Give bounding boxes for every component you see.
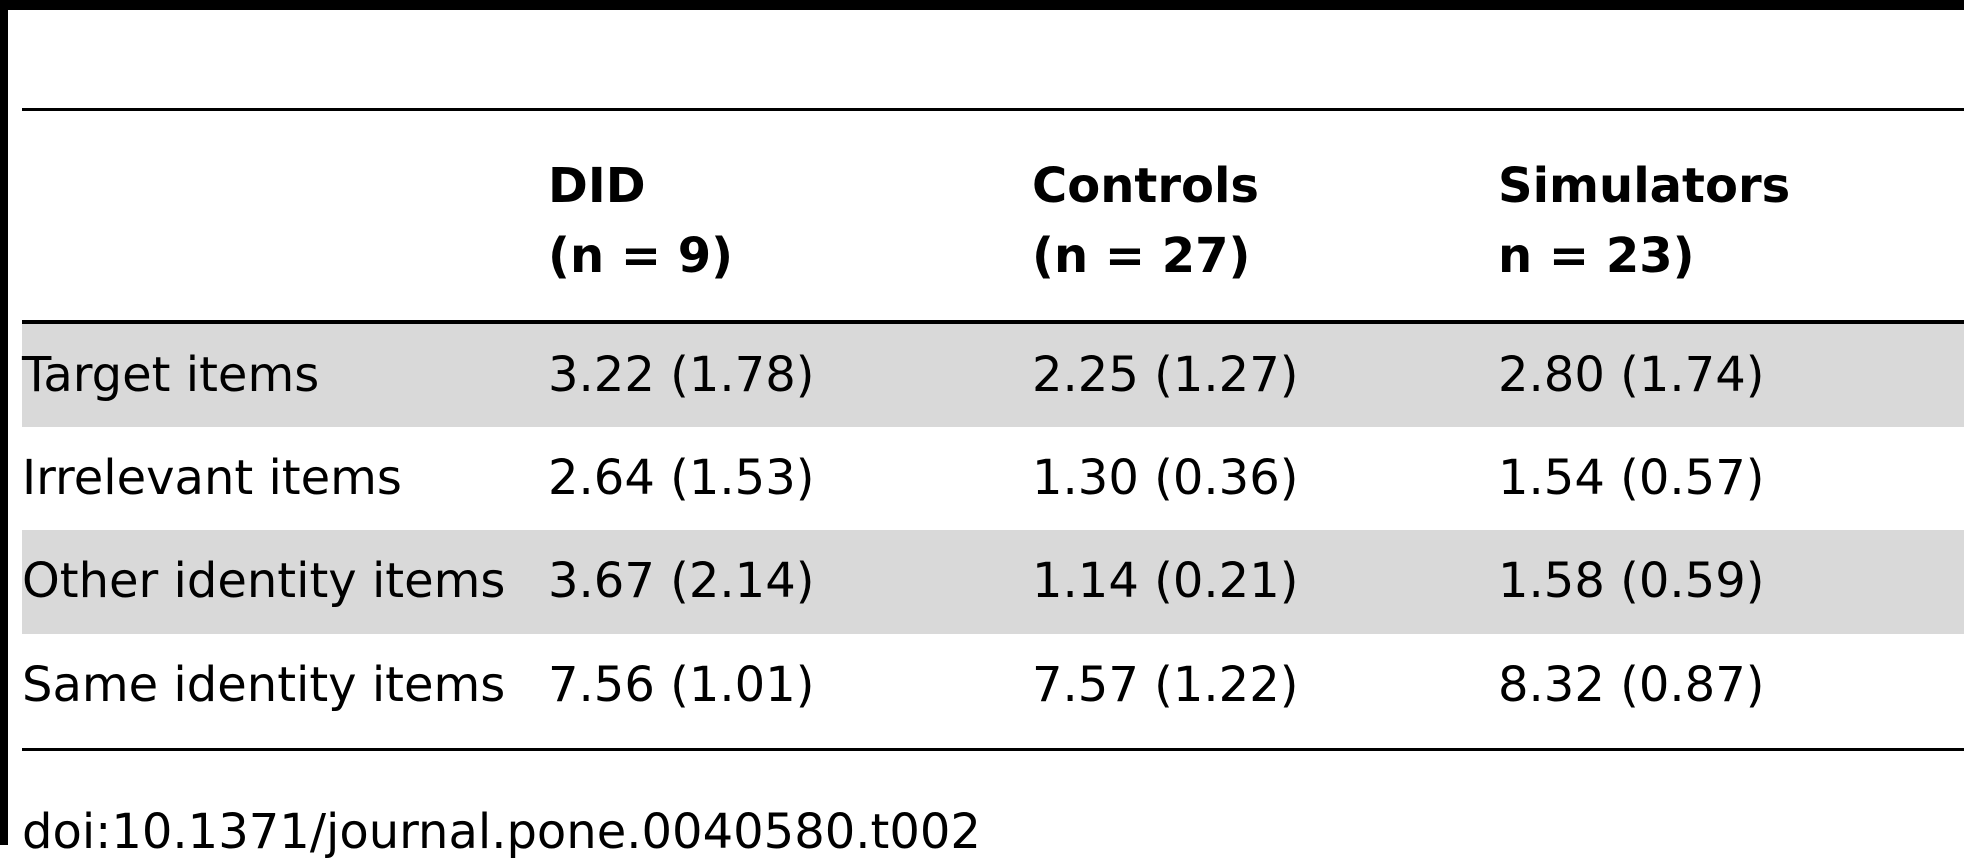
- column-header-simulators: Simulators n = 23): [1498, 151, 1790, 291]
- cell-simulators: 1.54 (0.57): [1498, 450, 1765, 506]
- column-header-simulators-n: n = 23): [1498, 228, 1695, 284]
- table-row: Target items 3.22 (1.78) 2.25 (1.27) 2.8…: [22, 324, 1964, 427]
- row-label: Other identity items: [22, 553, 506, 609]
- column-header-simulators-name: Simulators: [1498, 158, 1791, 214]
- table-row: Same identity items 7.56 (1.01) 7.57 (1.…: [22, 634, 1964, 737]
- cell-controls: 2.25 (1.27): [1032, 347, 1299, 403]
- column-header-controls-name: Controls: [1032, 158, 1259, 214]
- column-header-did: DID (n = 9): [548, 151, 733, 291]
- table-row: Irrelevant items 2.64 (1.53) 1.30 (0.36)…: [22, 427, 1964, 530]
- cell-did: 7.56 (1.01): [548, 657, 815, 713]
- top-border: [0, 0, 1964, 10]
- table-row: Other identity items 3.67 (2.14) 1.14 (0…: [22, 530, 1964, 634]
- column-header-controls-n: (n = 27): [1032, 228, 1251, 284]
- row-label: Target items: [22, 347, 320, 403]
- cell-did: 3.22 (1.78): [548, 347, 815, 403]
- cell-controls: 1.14 (0.21): [1032, 553, 1299, 609]
- cell-controls: 7.57 (1.22): [1032, 657, 1299, 713]
- column-header-did-n: (n = 9): [548, 228, 734, 284]
- table-body: Target items 3.22 (1.78) 2.25 (1.27) 2.8…: [22, 324, 1964, 737]
- cell-did: 3.67 (2.14): [548, 553, 815, 609]
- left-border: [0, 0, 8, 845]
- table-header-row: DID (n = 9) Controls (n = 27) Simulators…: [22, 111, 1964, 320]
- cell-simulators: 1.58 (0.59): [1498, 553, 1765, 609]
- row-label: Same identity items: [22, 657, 506, 713]
- header-bottom-rule: [22, 320, 1964, 324]
- header-top-rule: [22, 108, 1964, 111]
- table-bottom-rule: [22, 748, 1964, 751]
- column-header-did-name: DID: [548, 158, 646, 214]
- doi-link[interactable]: doi:10.1371/journal.pone.0040580.t002: [22, 804, 981, 860]
- row-label: Irrelevant items: [22, 450, 402, 506]
- cell-did: 2.64 (1.53): [548, 450, 815, 506]
- data-table: DID (n = 9) Controls (n = 27) Simulators…: [22, 111, 1964, 713]
- cell-controls: 1.30 (0.36): [1032, 450, 1299, 506]
- column-header-controls: Controls (n = 27): [1032, 151, 1259, 291]
- cell-simulators: 2.80 (1.74): [1498, 347, 1765, 403]
- cell-simulators: 8.32 (0.87): [1498, 657, 1765, 713]
